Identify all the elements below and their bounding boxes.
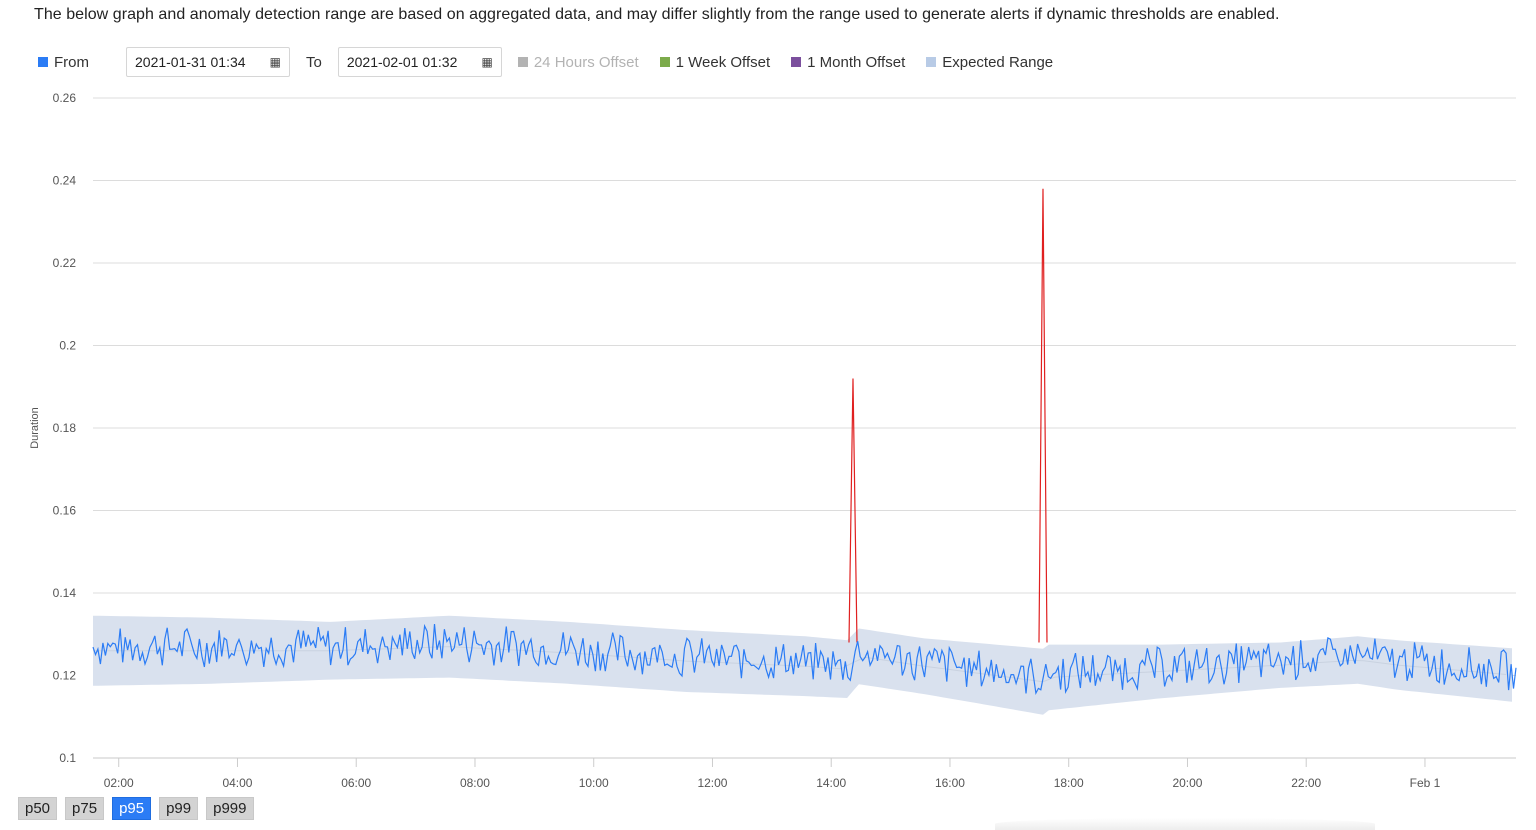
legend-label: 24 Hours Offset (533, 53, 639, 71)
y-axis-label: Duration (29, 407, 41, 449)
from-label: From (54, 53, 89, 71)
x-tick-label: 18:00 (1054, 776, 1084, 790)
chart-notice: The below graph and anomaly detection ra… (34, 6, 1280, 23)
y-tick-label: 0.16 (53, 504, 77, 518)
to-date-value: 2021-02-01 01:32 (346, 54, 458, 70)
y-tick-label: 0.2 (59, 339, 76, 353)
y-tick-label: 0.26 (53, 91, 77, 105)
y-tick-label: 0.1 (59, 751, 76, 765)
x-tick-label: 14:00 (816, 776, 846, 790)
legend-swatch-icon (517, 57, 528, 67)
y-tick-label: 0.24 (53, 174, 77, 188)
legend-from[interactable]: From (38, 54, 105, 71)
anomaly-spike[interactable] (848, 378, 858, 643)
chart-controls: From 2021-01-31 01:34 ▦ To 2021-02-01 01… (38, 46, 1074, 78)
legend-label: Expected Range (942, 53, 1054, 71)
legend-24h-offset[interactable]: 24 Hours Offset (517, 53, 639, 71)
legend-1week-offset[interactable]: 1 Week Offset (659, 53, 771, 71)
legend-swatch-icon (791, 57, 802, 67)
x-tick-label: 04:00 (222, 776, 252, 790)
x-tick-label: 12:00 (697, 776, 727, 790)
series-color-swatch (38, 57, 48, 67)
calendar-icon[interactable]: ▦ (481, 55, 493, 69)
y-tick-label: 0.12 (53, 669, 77, 683)
x-tick-label: 08:00 (460, 776, 490, 790)
to-date-input[interactable]: 2021-02-01 01:32 ▦ (337, 47, 502, 77)
x-tick-label: 22:00 (1291, 776, 1321, 790)
legend-label: 1 Week Offset (675, 53, 771, 71)
percentile-p99-button[interactable]: p99 (159, 797, 199, 820)
x-tick-label: 06:00 (341, 776, 371, 790)
p95-series-line[interactable] (92, 623, 1517, 695)
x-tick-label: 20:00 (1172, 776, 1202, 790)
from-date-input[interactable]: 2021-01-31 01:34 ▦ (126, 47, 290, 77)
from-date-value: 2021-01-31 01:34 (135, 54, 246, 70)
scroll-shadow (995, 818, 1375, 830)
x-tick-label: Feb 1 (1410, 776, 1441, 790)
legend-expected-range[interactable]: Expected Range (926, 54, 1053, 71)
legend-1month-offset[interactable]: 1 Month Offset (791, 54, 905, 71)
percentile-p75-button[interactable]: p75 (65, 797, 105, 820)
x-tick-label: 16:00 (935, 776, 965, 790)
percentile-selector: p50 p75 p95 p99 p999 (18, 797, 254, 820)
y-tick-label: 0.14 (53, 586, 77, 600)
legend-label: 1 Month Offset (807, 53, 906, 71)
percentile-p95-button[interactable]: p95 (112, 797, 152, 820)
y-tick-label: 0.22 (53, 256, 77, 270)
x-tick-label: 10:00 (579, 776, 609, 790)
percentile-p50-button[interactable]: p50 (18, 797, 58, 820)
duration-line-chart[interactable]: 0.26 0.24 0.22 0.2 0.18 0.16 0.14 0.12 0.1 Durati… (0, 85, 1536, 797)
y-tick-label: 0.18 (53, 421, 77, 435)
legend-swatch-icon (659, 57, 670, 67)
x-tick-label: 02:00 (104, 776, 134, 790)
anomaly-spike[interactable] (1038, 188, 1048, 643)
percentile-p999-button[interactable]: p999 (206, 797, 254, 820)
legend-swatch-icon (926, 57, 937, 67)
calendar-icon[interactable]: ▦ (269, 55, 281, 69)
to-label: To (306, 53, 322, 71)
